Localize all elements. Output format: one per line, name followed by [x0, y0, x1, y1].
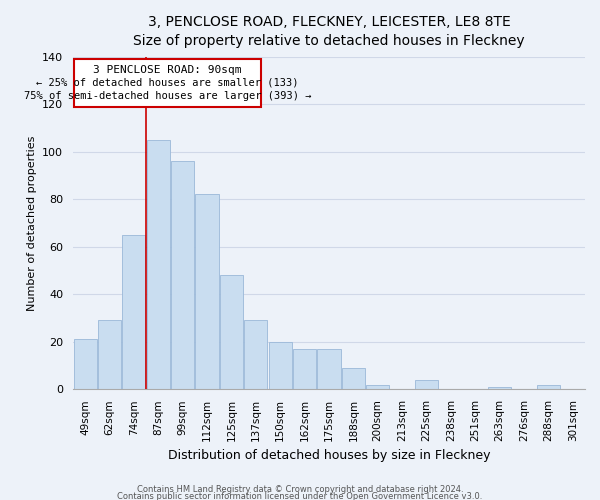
Bar [293, 349, 316, 390]
Bar [122, 235, 145, 390]
Bar [147, 140, 170, 390]
FancyBboxPatch shape [74, 59, 260, 106]
Bar [317, 349, 341, 390]
Bar [269, 342, 292, 390]
Bar [366, 384, 389, 390]
Text: ← 25% of detached houses are smaller (133): ← 25% of detached houses are smaller (13… [36, 78, 299, 88]
Bar [415, 380, 438, 390]
Text: Contains public sector information licensed under the Open Government Licence v3: Contains public sector information licen… [118, 492, 482, 500]
Y-axis label: Number of detached properties: Number of detached properties [26, 136, 37, 310]
Bar [488, 387, 511, 390]
X-axis label: Distribution of detached houses by size in Fleckney: Distribution of detached houses by size … [168, 450, 490, 462]
Text: 75% of semi-detached houses are larger (393) →: 75% of semi-detached houses are larger (… [23, 91, 311, 101]
Text: 3 PENCLOSE ROAD: 90sqm: 3 PENCLOSE ROAD: 90sqm [93, 64, 242, 74]
Bar [196, 194, 218, 390]
Bar [537, 384, 560, 390]
Bar [244, 320, 268, 390]
Bar [220, 275, 243, 390]
Bar [342, 368, 365, 390]
Bar [171, 161, 194, 390]
Bar [98, 320, 121, 390]
Bar [74, 340, 97, 390]
Text: Contains HM Land Registry data © Crown copyright and database right 2024.: Contains HM Land Registry data © Crown c… [137, 484, 463, 494]
Title: 3, PENCLOSE ROAD, FLECKNEY, LEICESTER, LE8 8TE
Size of property relative to deta: 3, PENCLOSE ROAD, FLECKNEY, LEICESTER, L… [133, 15, 525, 48]
